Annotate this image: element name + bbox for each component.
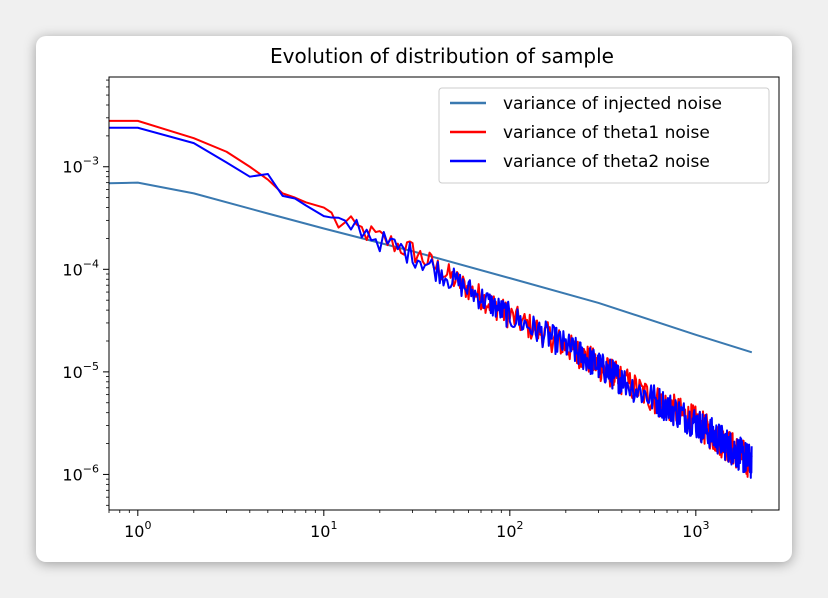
y-tick-label: 10−5 — [62, 360, 99, 382]
y-tick-label: 10−3 — [62, 155, 99, 177]
plot-frame — [108, 76, 780, 511]
x-tick-label: 103 — [682, 519, 709, 541]
legend-label: variance of theta1 noise — [503, 123, 710, 143]
figure-card: Evolution of distribution of sample 100 1… — [36, 36, 792, 562]
chart-title: Evolution of distribution of sample — [270, 44, 614, 68]
series-line-3 — [109, 126, 753, 479]
chart: Evolution of distribution of sample 100 1… — [62, 44, 780, 541]
legend-label: variance of injected noise — [503, 94, 722, 114]
y-tick-label: 10−4 — [62, 257, 99, 279]
x-tick-label: 100 — [124, 519, 151, 541]
legend: variance of injected noise variance of th… — [438, 87, 770, 184]
x-tick-label: 101 — [310, 519, 337, 541]
legend-box — [438, 87, 770, 184]
x-tick-label: 102 — [496, 519, 523, 541]
y-axis: 10−3 10−4 10−5 10−6 — [62, 79, 109, 506]
y-tick-label: 10−6 — [62, 462, 99, 484]
x-axis: 100 101 102 103 — [108, 510, 753, 541]
series-line-1 — [108, 181, 753, 354]
plot-area — [108, 119, 753, 479]
legend-label: variance of theta2 noise — [503, 152, 710, 172]
